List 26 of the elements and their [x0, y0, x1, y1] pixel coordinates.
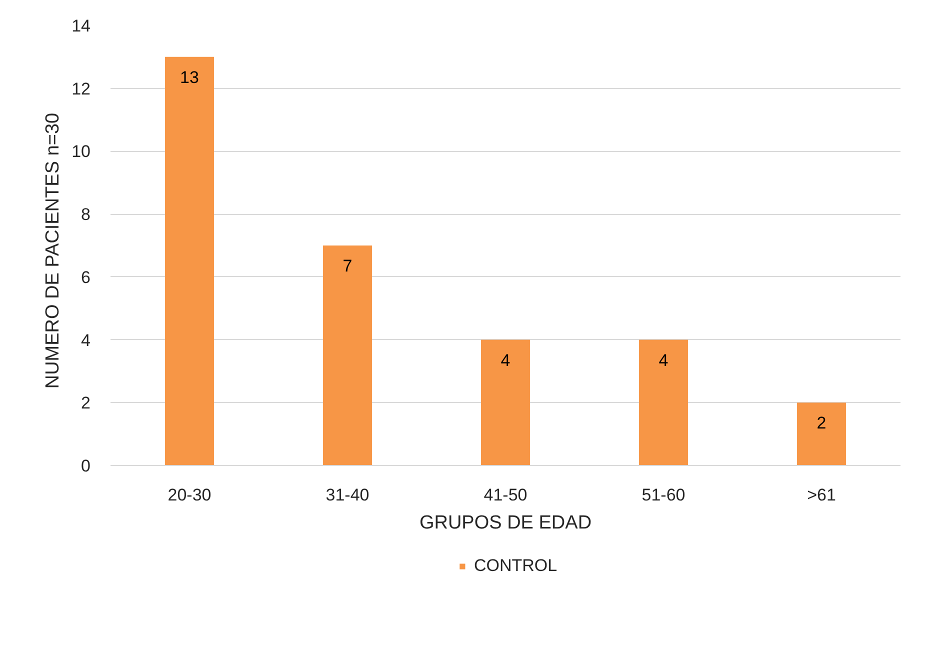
y-tick-label: 8	[81, 205, 91, 224]
x-tick-label: 31-40	[326, 486, 370, 504]
y-tick-label: 10	[72, 142, 91, 162]
data-label: 4	[500, 350, 510, 370]
data-label: 7	[342, 256, 352, 276]
data-label: 2	[816, 414, 826, 433]
y-tick-label: 0	[81, 456, 91, 476]
data-label: 4	[658, 350, 668, 370]
bar	[165, 56, 214, 466]
bar	[639, 340, 688, 466]
x-tick-label: 51-60	[642, 486, 686, 504]
y-tick-label: 12	[72, 79, 91, 98]
y-tick-label: 4	[81, 330, 91, 350]
bar	[323, 246, 372, 466]
x-tick-label: >61	[807, 486, 836, 504]
bar	[797, 402, 846, 466]
data-label: 13	[180, 68, 199, 87]
x-tick-label: 41-50	[484, 486, 528, 504]
legend-label: CONTROL	[474, 556, 558, 576]
x-axis-title: GRUPOS DE EDAD	[419, 512, 592, 534]
y-tick-label: 2	[81, 394, 91, 413]
y-axis-title: NUMERO DE PACIENTES n=30	[42, 112, 64, 389]
bar	[481, 340, 530, 466]
y-tick-label: 6	[81, 268, 91, 287]
y-tick-label: 14	[72, 16, 91, 36]
x-tick-label: 20-30	[168, 486, 212, 504]
